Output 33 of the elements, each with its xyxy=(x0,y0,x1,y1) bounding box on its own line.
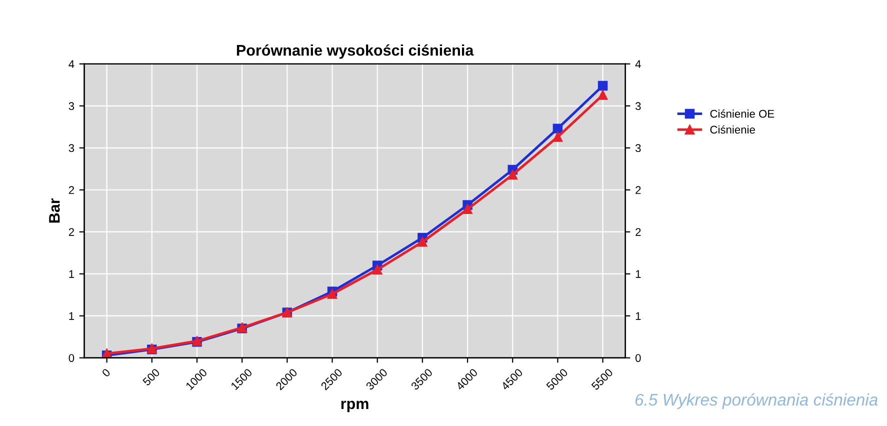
y-axis-title: Bar xyxy=(49,198,60,223)
point xyxy=(508,170,518,180)
y-tick-label: 3 xyxy=(68,102,74,110)
point xyxy=(372,264,382,275)
text: 6.5 Wykres porównania ciśnienia xyxy=(635,393,878,409)
point xyxy=(327,289,338,299)
point xyxy=(552,124,563,134)
x-axis-title: rpm xyxy=(341,400,368,412)
y-tick-label: 1 xyxy=(69,312,74,320)
point xyxy=(418,237,428,247)
point xyxy=(462,204,472,214)
y2-tick-label: 1 xyxy=(636,312,641,320)
y-tick-label: 2 xyxy=(68,228,74,236)
y2-tick-label: 3 xyxy=(635,144,641,152)
y2-tick-label: 2 xyxy=(636,228,641,236)
y-tick-label: 3 xyxy=(68,144,74,152)
y2-tick-label: 2 xyxy=(636,186,641,194)
x-tick-label: 500 xyxy=(142,368,160,386)
x-tick-label: 0 xyxy=(101,368,111,378)
y-tick-label: 2 xyxy=(68,186,74,194)
legend-label: Ciśnienie xyxy=(710,125,755,134)
point xyxy=(598,90,608,100)
point xyxy=(598,80,608,91)
y2-tick-label: 0 xyxy=(635,354,641,362)
y-tick-label: 1 xyxy=(69,270,74,278)
legend-label: Ciśnienie OE xyxy=(710,109,774,118)
y2-tick-label: 3 xyxy=(635,102,641,110)
y2-tick-label: 1 xyxy=(636,270,641,278)
y-tick-label: 0 xyxy=(68,354,74,362)
y-tick-label: 4 xyxy=(68,60,74,68)
point xyxy=(552,132,563,142)
y2-tick-label: 4 xyxy=(635,60,641,68)
chart-title: Porównanie wysokości ciśnienia xyxy=(236,44,474,59)
